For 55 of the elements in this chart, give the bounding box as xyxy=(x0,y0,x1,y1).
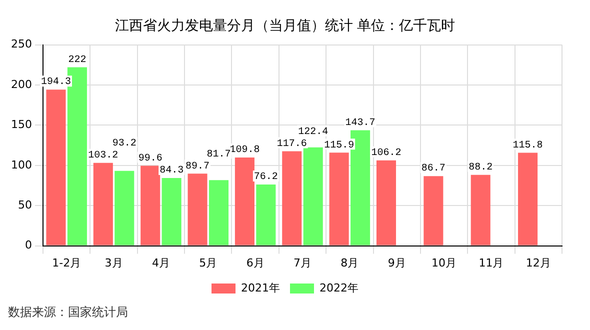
data-label: 81.7 xyxy=(206,149,231,160)
legend-label: 2022年 xyxy=(320,281,358,294)
data-label: 194.3 xyxy=(40,77,71,88)
y-tick-label: 50 xyxy=(18,198,32,212)
data-label: 76.2 xyxy=(254,172,278,184)
source-note: 数据来源：国家统计局 xyxy=(8,304,129,321)
data-label: 109.8 xyxy=(230,145,260,156)
bar xyxy=(424,176,444,246)
x-tick-label: 9月 xyxy=(388,256,406,270)
bar xyxy=(140,166,160,246)
y-tick-label: 200 xyxy=(10,78,32,91)
data-label: 115.8 xyxy=(512,140,543,152)
x-tick-label: 5月 xyxy=(199,256,218,270)
data-label: 86.7 xyxy=(421,164,446,175)
x-tick-label: 8月 xyxy=(340,256,359,270)
bar xyxy=(46,90,66,246)
data-label: 89.7 xyxy=(186,161,210,172)
bar xyxy=(208,180,229,246)
y-tick-label: 250 xyxy=(10,38,32,51)
bar xyxy=(162,178,182,246)
y-tick-label: 150 xyxy=(10,118,32,132)
bar xyxy=(188,174,208,246)
data-label: 115.9 xyxy=(324,140,354,152)
bar xyxy=(518,152,538,246)
x-tick-label: 12月 xyxy=(526,256,551,270)
data-label: 88.2 xyxy=(468,162,493,174)
bar xyxy=(234,158,254,246)
y-tick-label: 0 xyxy=(24,238,32,252)
x-tick-label: 7月 xyxy=(294,256,312,270)
data-label: 122.4 xyxy=(298,126,328,138)
bar xyxy=(303,147,323,246)
x-tick-label: 3月 xyxy=(104,256,123,270)
bar xyxy=(376,160,396,246)
bar xyxy=(114,170,134,246)
x-tick-label: 4月 xyxy=(152,256,170,270)
bar xyxy=(93,162,113,246)
data-label: 106.2 xyxy=(371,148,402,160)
data-label: 143.7 xyxy=(345,118,376,129)
data-label: 84.3 xyxy=(160,166,184,177)
data-label: 99.6 xyxy=(138,153,162,164)
chart-title: 江西省火力发电量分月（当月值）统计 单位：亿千瓦时 xyxy=(114,18,456,34)
data-label: 93.2 xyxy=(112,138,136,150)
data-label: 117.6 xyxy=(276,138,307,150)
bar xyxy=(282,151,302,246)
bar xyxy=(256,184,276,246)
legend-label: 2021年 xyxy=(241,281,280,294)
data-label: 103.2 xyxy=(88,150,118,162)
bar xyxy=(329,152,349,246)
data-label: 222 xyxy=(68,54,86,66)
bar xyxy=(470,174,490,246)
y-tick-label: 100 xyxy=(10,158,32,172)
x-tick-label: 10月 xyxy=(432,256,457,270)
x-tick-label: 6月 xyxy=(246,256,264,270)
x-tick-label: 11月 xyxy=(478,256,504,270)
x-tick-label: 1-2月 xyxy=(52,256,82,270)
